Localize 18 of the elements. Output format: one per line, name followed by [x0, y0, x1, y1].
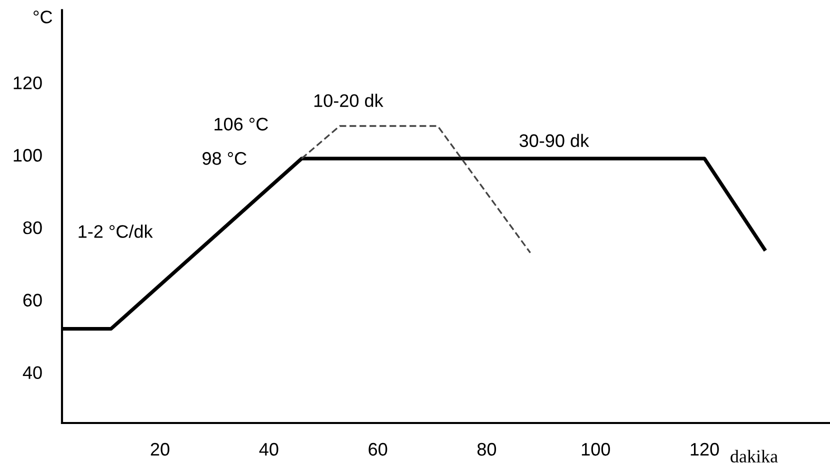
x-tick-label: 100: [582, 442, 610, 456]
y-tick-label: 60: [23, 294, 42, 307]
annotation: 106 °C: [214, 118, 268, 131]
annotation: 30-90 dk: [520, 134, 590, 148]
x-axis-title: dakika: [730, 450, 778, 463]
y-tick-label: 80: [23, 221, 42, 234]
x-tick-label: 60: [368, 442, 388, 456]
annotation: 1-2 °C/dk: [78, 224, 153, 238]
y-tick-label: 100: [14, 148, 42, 162]
y-tick-label: 120: [14, 76, 42, 90]
x-tick-label: 40: [259, 442, 278, 456]
x-tick-label: 80: [477, 442, 496, 456]
x-tick-label: 120: [690, 442, 719, 456]
x-tick-label: 20: [150, 442, 170, 456]
y-axis-title: °C: [34, 10, 52, 24]
annotation: 10-20 dk: [314, 94, 384, 108]
annotation: 98 °C: [202, 152, 246, 165]
y-tick-label: 40: [22, 366, 42, 380]
